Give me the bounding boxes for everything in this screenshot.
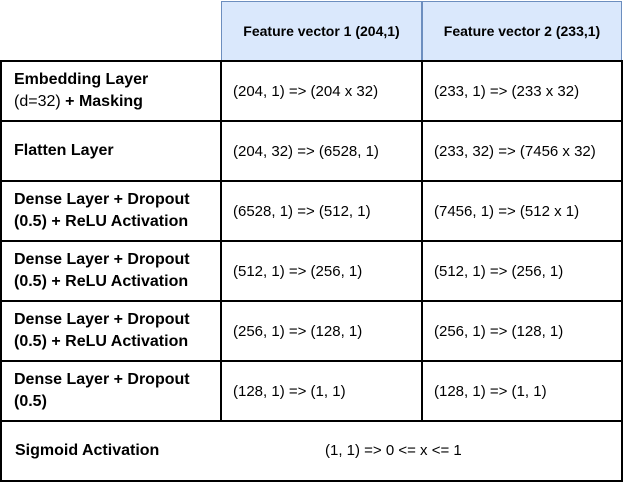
shape-fv2-dense-2-text: (512, 1) => (256, 1) [434,262,564,280]
shape-fv2-flatten-text: (233, 32) => (7456 x 32) [434,142,596,160]
layer-label-dense-3: Dense Layer + Dropout (0.5) + ReLU Activ… [0,300,222,362]
shape-fv1-dense-4-text: (128, 1) => (1, 1) [233,382,346,400]
layer-label-dense-3-line2: (0.5) + ReLU Activation [14,333,189,350]
header-feature-vector-1: Feature vector 1 (204,1) [221,1,422,61]
layer-label-dense-2-line1: Dense Layer + Dropout [14,251,190,268]
sigmoid-value: (1, 1) => 0 <= x <= 1 [325,442,462,459]
shape-fv1-flatten: (204, 32) => (6528, 1) [220,120,423,182]
layer-label-dense-1: Dense Layer + Dropout (0.5) + ReLU Activ… [0,180,222,242]
layer-label-dense-3-line1: Dense Layer + Dropout [14,311,190,328]
shape-fv1-dense-3: (256, 1) => (128, 1) [220,300,423,362]
layer-label-dense-2: Dense Layer + Dropout (0.5) + ReLU Activ… [0,240,222,302]
shape-fv2-dense-4-text: (128, 1) => (1, 1) [434,382,547,400]
layer-label-embedding-title: Embedding Layer [14,71,149,88]
shape-fv2-dense-1-text: (7456, 1) => (512 x 1) [434,202,580,220]
layer-label-dense-4-line2: (0.5) [14,393,47,410]
layer-label-flatten-title: Flatten Layer [14,142,114,159]
shape-fv1-dense-1-text: (6528, 1) => (512, 1) [233,202,371,220]
shape-fv1-dense-1: (6528, 1) => (512, 1) [220,180,423,242]
shape-fv1-dense-4: (128, 1) => (1, 1) [220,360,423,422]
layer-label-embedding-masking: + Masking [60,93,143,110]
layer-label-dense-1-line1: Dense Layer + Dropout [14,191,190,208]
shape-fv2-dense-3: (256, 1) => (128, 1) [421,300,623,362]
layer-label-dense-2-line2: (0.5) + ReLU Activation [14,273,189,290]
shape-fv1-embedding-text: (204, 1) => (204 x 32) [233,82,379,100]
shape-fv1-dense-2-text: (512, 1) => (256, 1) [233,262,363,280]
header-feature-vector-1-label: Feature vector 1 (204,1) [243,23,400,39]
shape-fv2-flatten: (233, 32) => (7456 x 32) [421,120,623,182]
layer-label-embedding-dim: (d=32) [14,93,61,110]
shape-fv1-embedding: (204, 1) => (204 x 32) [220,60,423,122]
layer-label-flatten: Flatten Layer [0,120,222,182]
shape-fv2-embedding-text: (233, 1) => (233 x 32) [434,82,580,100]
layer-label-dense-4-line1: Dense Layer + Dropout [14,371,190,388]
shape-fv2-dense-3-text: (256, 1) => (128, 1) [434,322,564,340]
layer-label-embedding: Embedding Layer (d=32) + Masking [0,60,222,122]
header-feature-vector-2: Feature vector 2 (233,1) [422,1,622,61]
shape-fv1-dense-2: (512, 1) => (256, 1) [220,240,423,302]
layer-label-dense-1-line2: (0.5) + ReLU Activation [14,213,189,230]
shape-fv1-dense-3-text: (256, 1) => (128, 1) [233,322,363,340]
shape-fv2-dense-2: (512, 1) => (256, 1) [421,240,623,302]
layer-label-dense-4: Dense Layer + Dropout (0.5) [0,360,222,422]
shape-fv2-dense-1: (7456, 1) => (512 x 1) [421,180,623,242]
header-feature-vector-2-label: Feature vector 2 (233,1) [443,23,601,39]
sigmoid-row: Sigmoid Activation (1, 1) => 0 <= x <= 1 [0,420,623,482]
shape-fv1-flatten-text: (204, 32) => (6528, 1) [233,142,379,160]
sigmoid-label: Sigmoid Activation [15,442,160,459]
shape-fv2-dense-4: (128, 1) => (1, 1) [421,360,623,422]
shape-fv2-embedding: (233, 1) => (233 x 32) [421,60,623,122]
